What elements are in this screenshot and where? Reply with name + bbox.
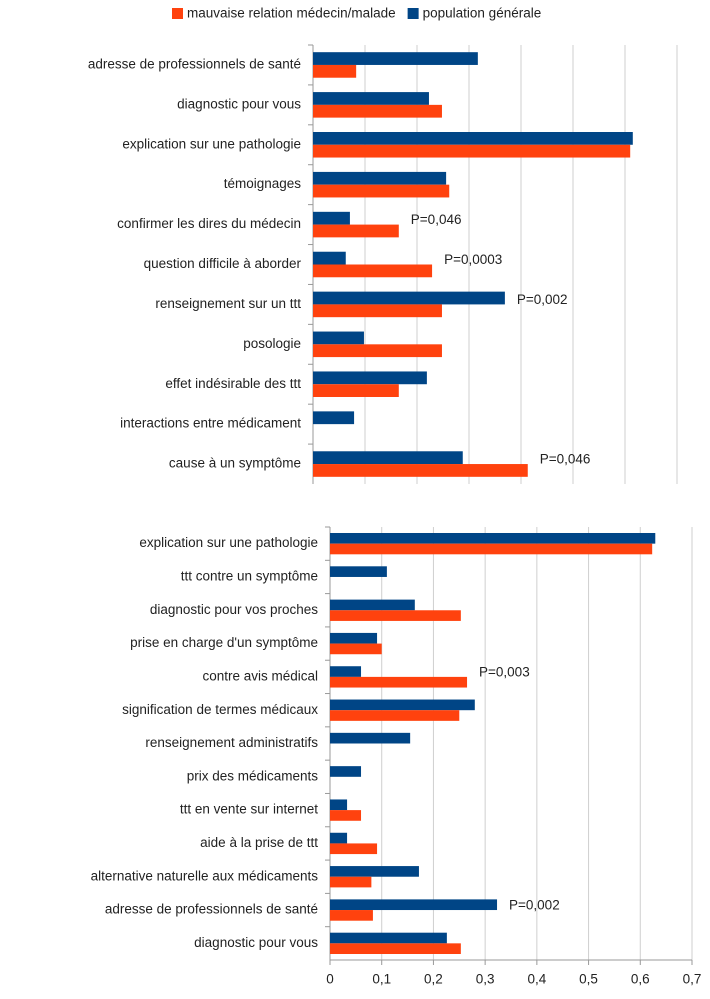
bar: [313, 344, 442, 358]
y-tick-label: interactions entre médicament: [120, 416, 301, 431]
bar: [313, 104, 442, 118]
bar: [313, 411, 355, 425]
annotation: P=0,046: [540, 452, 591, 467]
y-tick-label: question difficile à aborder: [144, 256, 302, 271]
bar: [313, 52, 478, 65]
y-tick-label: adresse de professionnels de santé: [105, 902, 318, 917]
bar: [330, 676, 468, 688]
y-tick-label: contre avis médical: [202, 668, 318, 683]
bar: [330, 732, 411, 744]
legend-swatch: [172, 8, 183, 19]
x-tick-label: 0,6: [631, 972, 650, 987]
y-tick-label: effet indésirable des ttt: [165, 376, 301, 391]
bar: [313, 211, 350, 225]
x-tick-label: 0,3: [476, 972, 495, 987]
bar: [313, 371, 427, 385]
x-tick-label: 0: [326, 972, 334, 987]
y-tick-label: diagnostic pour vos proches: [150, 602, 318, 617]
y-tick-label: signification de termes médicaux: [122, 702, 318, 717]
bar: [313, 291, 505, 305]
bar: [330, 876, 372, 888]
y-tick-label: ttt en vente sur internet: [180, 802, 318, 817]
y-tick-label: adresse de professionnels de santé: [88, 57, 301, 72]
bar: [313, 64, 357, 78]
legend-label: population générale: [423, 6, 542, 21]
bar: [313, 464, 528, 477]
bar: [313, 331, 364, 345]
y-tick-label: prise en charge d'un symptôme: [130, 635, 318, 650]
bar: [330, 632, 378, 644]
bar: [313, 251, 346, 265]
bar: [330, 799, 348, 811]
x-tick-label: 0,4: [527, 972, 546, 987]
bar: [330, 710, 460, 721]
bar: [330, 843, 378, 855]
annotation: P=0,046: [411, 212, 462, 227]
bar: [313, 224, 399, 238]
bar: [330, 699, 475, 711]
bar: [313, 132, 633, 145]
y-tick-label: diagnostic pour vous: [194, 935, 318, 950]
bar: [330, 932, 447, 944]
bar: [330, 610, 461, 621]
annotation: P=0,0003: [444, 252, 502, 267]
bar: [330, 643, 382, 655]
annotation: P=0,002: [517, 292, 568, 307]
bar: [330, 810, 362, 821]
bar: [330, 832, 348, 844]
bar: [330, 943, 461, 955]
bar: [330, 910, 373, 921]
y-tick-label: posologie: [243, 336, 301, 351]
annotation: P=0,002: [509, 898, 560, 913]
legend-swatch: [407, 8, 419, 19]
y-tick-label: explication sur une pathologie: [139, 535, 318, 550]
y-tick-label: diagnostic pour vous: [177, 96, 301, 111]
y-tick-label: témoignages: [224, 176, 302, 191]
y-tick-label: ttt contre un symptôme: [181, 569, 318, 584]
bar: [313, 184, 450, 198]
y-tick-label: renseignement administratifs: [145, 735, 318, 750]
x-tick-label: 0,7: [683, 972, 702, 987]
y-tick-label: alternative naturelle aux médicaments: [91, 868, 319, 883]
bar: [330, 566, 387, 577]
bar: [330, 532, 656, 544]
y-tick-label: renseignement sur un ttt: [155, 296, 301, 311]
bar: [313, 144, 631, 158]
y-tick-label: cause à un symptôme: [169, 456, 301, 471]
y-tick-label: confirmer les dires du médecin: [117, 216, 301, 231]
bar: [313, 304, 442, 318]
y-tick-label: explication sur une pathologie: [122, 136, 301, 151]
bar: [313, 92, 429, 105]
bar: [330, 899, 498, 911]
x-tick-label: 0,1: [372, 972, 391, 987]
y-tick-label: aide à la prise de ttt: [200, 835, 318, 850]
bar: [313, 171, 447, 185]
y-tick-label: prix des médicaments: [187, 768, 319, 783]
bar: [313, 451, 463, 465]
x-tick-label: 0,5: [579, 972, 598, 987]
x-tick-label: 0,2: [424, 972, 443, 987]
bar: [330, 599, 415, 611]
bar: [330, 866, 419, 877]
legend-label: mauvaise relation médecin/malade: [187, 6, 396, 21]
bar: [313, 384, 399, 397]
bar: [330, 543, 653, 555]
annotation: P=0,003: [479, 664, 530, 679]
bar: [330, 666, 362, 677]
bar: [330, 766, 362, 777]
bar: [313, 264, 433, 278]
